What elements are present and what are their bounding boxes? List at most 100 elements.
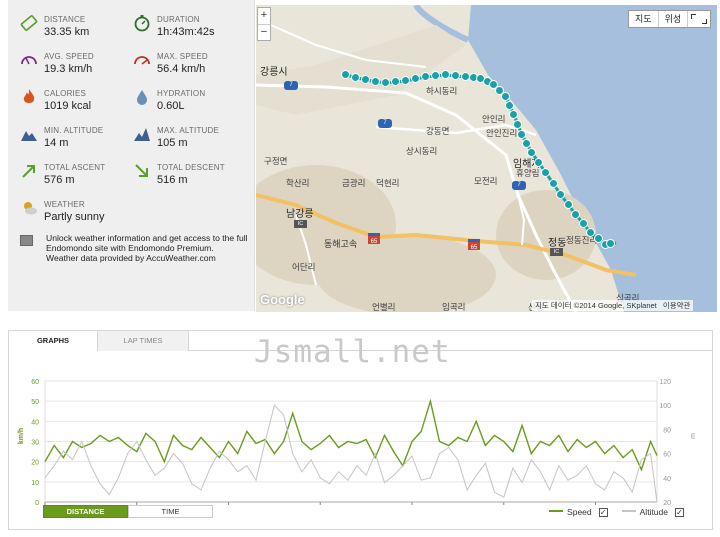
tab-lap-times[interactable]: LAP TIMES <box>97 331 189 351</box>
x-axis-time-button[interactable]: TIME <box>128 505 213 518</box>
interchange-badge: IC <box>550 248 563 256</box>
route-km-marker[interactable] <box>522 139 531 148</box>
map-canvas <box>256 5 717 312</box>
y-left-tick-label: 50 <box>31 399 39 406</box>
x-axis-toggle[interactable]: DISTANCE TIME <box>43 505 213 518</box>
route-km-marker[interactable] <box>371 76 380 86</box>
speedometer-icon <box>21 56 37 65</box>
stat-max-speed: MAX. SPEED 56.4 km/h <box>133 47 248 81</box>
flame-icon <box>23 89 35 103</box>
stat-value: 0.60L <box>157 100 185 112</box>
map-attribution-text: 지도 데이터 ©2014 Google, SKplanet <box>535 301 657 310</box>
stat-min-altitude: MIN. ALTITUDE 14 m <box>20 121 135 155</box>
fullscreen-icon <box>691 14 697 19</box>
route-km-marker[interactable] <box>489 80 498 89</box>
x-axis-distance-button[interactable]: DISTANCE <box>43 505 128 518</box>
route-km-marker[interactable] <box>541 168 550 177</box>
stat-value: 1h:43m:42s <box>157 26 215 38</box>
route-km-marker[interactable] <box>527 148 536 157</box>
zoom-in-button[interactable]: + <box>260 9 268 21</box>
map-place-label: 동해고속 <box>324 239 358 249</box>
route-km-marker[interactable] <box>505 101 514 110</box>
route-km-marker[interactable] <box>534 158 543 167</box>
y-right-tick-label: 60 <box>663 452 671 459</box>
stat-label: AVG. SPEED <box>44 52 94 61</box>
chart-legend: Speed ✓ Altitude ✓ <box>549 507 684 517</box>
stat-value: Partly sunny <box>44 211 105 223</box>
route-km-marker[interactable] <box>586 228 595 237</box>
route-km-marker[interactable] <box>578 219 588 228</box>
speedometer-max-icon <box>134 56 150 65</box>
interchange-badge: IC <box>294 220 307 228</box>
y-right-axis-label: m <box>690 433 697 439</box>
map-type-satellite-button[interactable]: 위성 <box>659 11 689 27</box>
route-km-marker[interactable] <box>341 70 350 79</box>
route-km-marker[interactable] <box>381 78 390 87</box>
route-km-marker[interactable] <box>401 76 410 85</box>
route-km-marker[interactable] <box>556 190 565 199</box>
zoom-out-button[interactable]: − <box>258 24 270 40</box>
distance-icon <box>20 15 38 31</box>
stat-distance: DISTANCE 33.35 km <box>20 10 135 44</box>
fullscreen-button[interactable] <box>688 11 710 27</box>
arrow-down-right-icon <box>135 164 148 177</box>
altitude-toggle-checkbox[interactable]: ✓ <box>675 507 684 517</box>
map-place-label: 모전리 <box>474 176 498 186</box>
route-km-marker[interactable] <box>351 72 360 82</box>
stat-value: 33.35 km <box>44 26 90 38</box>
stat-label: MAX. SPEED <box>157 52 208 61</box>
map-place-label: 안인진리 <box>486 128 518 138</box>
map-terms-link[interactable]: 이용약관 <box>662 301 691 310</box>
route-km-marker[interactable] <box>517 130 526 139</box>
weather-upsell-text: Unlock weather information and get acces… <box>46 233 248 253</box>
route-km-marker[interactable] <box>548 179 558 188</box>
map-place-label: 하시동리 <box>426 86 458 96</box>
map-place-label: 정동진리 <box>566 235 598 245</box>
map-type-control[interactable]: 지도 위성 <box>628 10 712 28</box>
zoom-control[interactable]: + − <box>257 7 271 41</box>
stat-label: DURATION <box>157 15 200 24</box>
stat-value: 516 m <box>157 174 188 186</box>
workout-stats-panel: DISTANCE 33.35 km DURATION 1h:43m:42s AVG. S… <box>8 0 255 311</box>
stat-label: MIN. ALTITUDE <box>44 126 104 135</box>
route-km-marker[interactable] <box>451 71 460 80</box>
partly-sunny-icon <box>24 202 37 215</box>
speed-legend-swatch <box>549 510 564 512</box>
stat-total-ascent: TOTAL ASCENT 576 m <box>20 158 135 192</box>
speed-toggle-checkbox[interactable]: ✓ <box>598 507 608 517</box>
route-km-marker[interactable] <box>361 75 370 84</box>
map-type-map-button[interactable]: 지도 <box>629 11 659 27</box>
route-km-marker[interactable] <box>501 92 510 101</box>
route-km-marker[interactable] <box>441 70 450 79</box>
route-km-marker[interactable] <box>431 71 440 80</box>
route-km-marker[interactable] <box>411 74 420 83</box>
altitude-legend-swatch <box>621 510 636 512</box>
route-km-marker[interactable] <box>421 72 430 81</box>
map-place-label: 임곡리 <box>442 302 466 312</box>
stat-label: WEATHER <box>44 200 85 209</box>
map-place-label: 강동면 <box>426 126 450 136</box>
y-left-tick-label: 0 <box>35 500 39 506</box>
route-km-marker[interactable] <box>563 200 573 209</box>
route-km-marker[interactable] <box>593 234 603 243</box>
y-right-tick-label: 120 <box>659 379 671 386</box>
map-place-label: 심곡리 <box>616 293 640 303</box>
route-km-marker[interactable] <box>513 120 522 129</box>
stat-value: 1019 kcal <box>44 100 92 112</box>
stat-avg-speed: AVG. SPEED 19.3 km/h <box>20 47 135 81</box>
y-right-tick-label: 80 <box>663 427 671 434</box>
map-attribution: 지도 데이터 ©2014 Google, SKplanet 이용약관 <box>532 300 694 311</box>
route-km-marker[interactable] <box>571 210 580 219</box>
route-km-marker[interactable] <box>495 86 504 95</box>
tab-graphs[interactable]: GRAPHS <box>9 331 97 351</box>
y-right-tick-label: 20 <box>663 500 671 506</box>
stat-max-altitude: MAX. ALTITUDE 105 m <box>133 121 248 155</box>
route-km-marker[interactable] <box>391 77 400 86</box>
route-map[interactable]: + − 지도 위성 강릉시 하시동리 안인리 강동면 안인진리 상시동리 구정면 임해자 휴양림… <box>256 5 717 312</box>
weather-upsell: Unlock weather information and get acces… <box>20 233 252 263</box>
stat-value: 14 m <box>44 137 69 149</box>
stat-value: 576 m <box>44 174 75 186</box>
route-km-marker[interactable] <box>606 239 615 248</box>
route-km-marker[interactable] <box>509 110 518 119</box>
